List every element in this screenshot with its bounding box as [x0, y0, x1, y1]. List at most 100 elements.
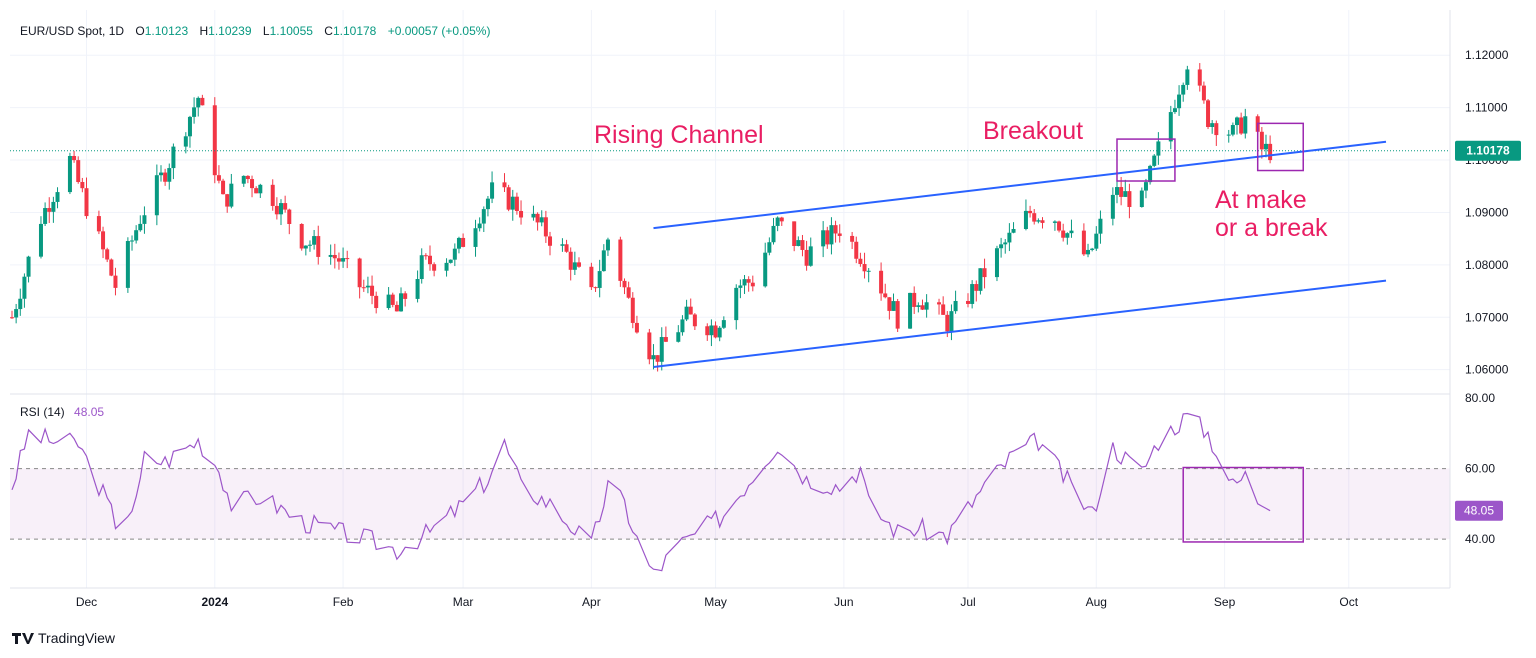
candle-body	[937, 302, 942, 305]
time-tick-label: Aug	[1086, 595, 1107, 609]
candle-body	[622, 280, 627, 288]
candle-body	[258, 184, 263, 194]
candle-body	[717, 327, 722, 338]
candle-body	[1263, 143, 1268, 150]
candle-body	[1011, 229, 1016, 233]
candle-body	[953, 300, 958, 312]
ohlc-header: EUR/USD Spot, 1D O1.10123 H1.10239 L1.10…	[20, 24, 490, 38]
candle-body	[982, 268, 987, 278]
decision-box	[1256, 122, 1304, 172]
candle-body	[1156, 141, 1161, 156]
candle-body	[26, 256, 31, 277]
candle-body	[713, 325, 718, 338]
candle-body	[299, 223, 304, 249]
candle-body	[647, 332, 652, 360]
last-price-tag	[1455, 140, 1521, 161]
candle-body	[336, 258, 341, 262]
candle-body	[423, 255, 428, 257]
candle-body	[1148, 165, 1153, 183]
candle-body	[485, 198, 490, 210]
candle-body	[452, 248, 457, 260]
candle-body	[394, 304, 399, 312]
candle-body	[22, 276, 27, 299]
candle-body	[76, 160, 81, 182]
candle-body	[216, 175, 221, 181]
candle-body	[158, 172, 163, 176]
candle-body	[1061, 230, 1066, 238]
candle-body	[800, 240, 805, 250]
candle-body	[96, 216, 101, 232]
breakout-annotation: Breakout	[983, 117, 1083, 145]
rsi-tick-label: 80.00	[1465, 391, 1495, 405]
tradingview-logo[interactable]: TradingView	[12, 630, 116, 646]
candle-body	[1226, 134, 1231, 136]
candle-body	[879, 270, 884, 294]
candle-body	[576, 262, 581, 267]
candle-body	[945, 314, 950, 332]
candle-body	[167, 168, 172, 182]
candle-body	[1114, 187, 1119, 195]
candle-body	[891, 301, 896, 311]
candle-body	[345, 258, 350, 260]
candle-body	[72, 155, 77, 161]
candle-body	[55, 192, 60, 202]
time-tick-label: Mar	[453, 595, 474, 609]
candle-body	[734, 287, 739, 321]
candle-body	[1032, 213, 1037, 222]
time-tick-label: 2024	[201, 595, 228, 609]
candle-body	[514, 196, 519, 211]
candle-body	[548, 236, 553, 246]
candle-body	[663, 337, 668, 342]
candle-body	[142, 215, 147, 224]
candle-body	[1069, 230, 1074, 234]
candle-body	[763, 252, 768, 287]
candle-body	[808, 246, 813, 266]
candle-body	[1098, 218, 1103, 234]
candle-body	[941, 304, 946, 315]
candle-body	[572, 262, 577, 270]
time-tick-label: Jul	[960, 595, 975, 609]
candle-body	[1230, 125, 1235, 135]
rsi-header: RSI (14) 48.05	[20, 405, 104, 419]
price-tick-label: 1.06000	[1465, 363, 1509, 377]
candle-body	[113, 275, 118, 288]
candle-body	[630, 297, 635, 323]
candle-body	[1206, 100, 1211, 127]
candle-body	[692, 314, 697, 327]
candle-body	[283, 203, 288, 210]
candle-body	[14, 309, 19, 318]
candle-body	[461, 237, 466, 247]
candle-body	[833, 225, 838, 234]
candle-body	[386, 294, 391, 309]
last-price-value: 1.10178	[1466, 144, 1510, 158]
candle-body	[999, 244, 1004, 249]
candle-body	[858, 258, 863, 265]
candle-body	[328, 254, 333, 257]
candle-body	[1201, 85, 1206, 101]
candle-body	[250, 179, 255, 189]
rsi-value-tag-text: 48.05	[1464, 504, 1494, 518]
candle-body	[105, 249, 110, 260]
candle-body	[949, 311, 954, 332]
breakout-box	[1116, 138, 1176, 182]
candle-body	[539, 217, 544, 223]
candle-body	[241, 175, 246, 184]
candle-body	[38, 223, 43, 257]
candle-body	[535, 213, 540, 223]
candle-body	[171, 146, 176, 169]
candle-body	[601, 250, 606, 272]
candle-body	[742, 279, 747, 286]
close-value: 1.10178	[333, 24, 377, 38]
candle-body	[444, 262, 449, 271]
low-label: L	[263, 24, 270, 38]
rsi-value-tag	[1455, 500, 1503, 521]
candle-body	[543, 217, 548, 237]
time-tick-label: Jun	[834, 595, 853, 609]
candle-body	[837, 233, 842, 236]
rsi-tick-label: 40.00	[1465, 532, 1495, 546]
candle-body	[134, 230, 139, 241]
candle-body	[1036, 220, 1041, 222]
candle-body	[597, 271, 602, 288]
candle-body	[974, 284, 979, 291]
